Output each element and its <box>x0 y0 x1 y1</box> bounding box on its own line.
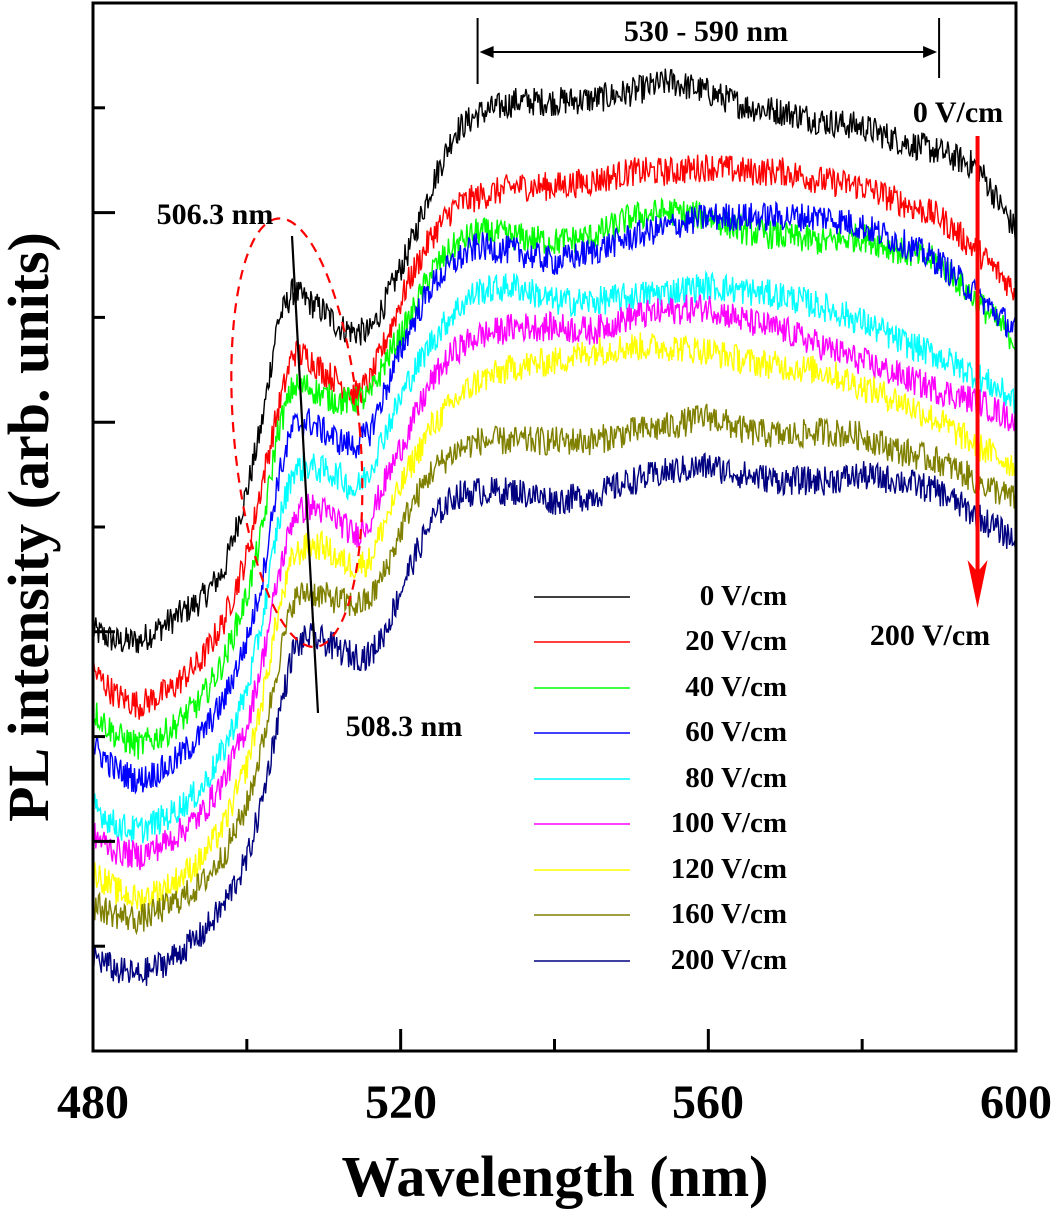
arrow-top-label: 0 V/cm <box>913 96 1003 129</box>
series-line-20-v-cm <box>93 154 1016 720</box>
series-line-80-v-cm <box>93 270 1016 844</box>
peak-label-bottom: 508.3 nm <box>346 710 463 743</box>
legend-label: 200 V/cm <box>671 944 787 976</box>
series-line-100-v-cm <box>93 294 1016 871</box>
legend-label: 160 V/cm <box>671 898 787 930</box>
range-label: 530 - 590 nm <box>624 15 788 48</box>
series-line-0-v-cm <box>93 68 1016 654</box>
legend: 0 V/cm 20 V/cm 40 V/cm 60 V/cm 80 V/cm 1… <box>534 580 787 976</box>
field-arrowhead <box>967 560 988 608</box>
series-line-200-v-cm <box>93 452 1016 986</box>
x-tick-label: 600 <box>980 1076 1052 1129</box>
x-tick-label: 520 <box>365 1076 437 1129</box>
legend-label: 60 V/cm <box>685 716 787 748</box>
peak-shift-line <box>290 235 320 714</box>
y-axis-label: PL intensity (arb. units) <box>0 232 61 822</box>
legend-label: 100 V/cm <box>671 807 787 839</box>
legend-label: 0 V/cm <box>700 580 787 612</box>
x-axis-label: Wavelength (nm) <box>342 1144 769 1209</box>
series-line-120-v-cm <box>93 332 1016 913</box>
range-arrowhead-left <box>479 46 494 58</box>
range-arrowhead-right <box>923 46 938 58</box>
legend-label: 80 V/cm <box>685 762 787 794</box>
peak-label-top: 506.3 nm <box>157 198 274 231</box>
x-tick-label: 480 <box>57 1076 129 1129</box>
legend-label: 40 V/cm <box>685 671 787 703</box>
peak-highlight-ellipse <box>230 217 364 649</box>
legend-label: 20 V/cm <box>685 625 787 657</box>
arrow-bottom-label: 200 V/cm <box>870 619 990 652</box>
series-line-40-v-cm <box>93 197 1016 760</box>
x-tick-label: 560 <box>672 1076 744 1129</box>
legend-label: 120 V/cm <box>671 853 787 885</box>
series-line-60-v-cm <box>93 200 1016 795</box>
series-line-160-v-cm <box>93 403 1016 936</box>
